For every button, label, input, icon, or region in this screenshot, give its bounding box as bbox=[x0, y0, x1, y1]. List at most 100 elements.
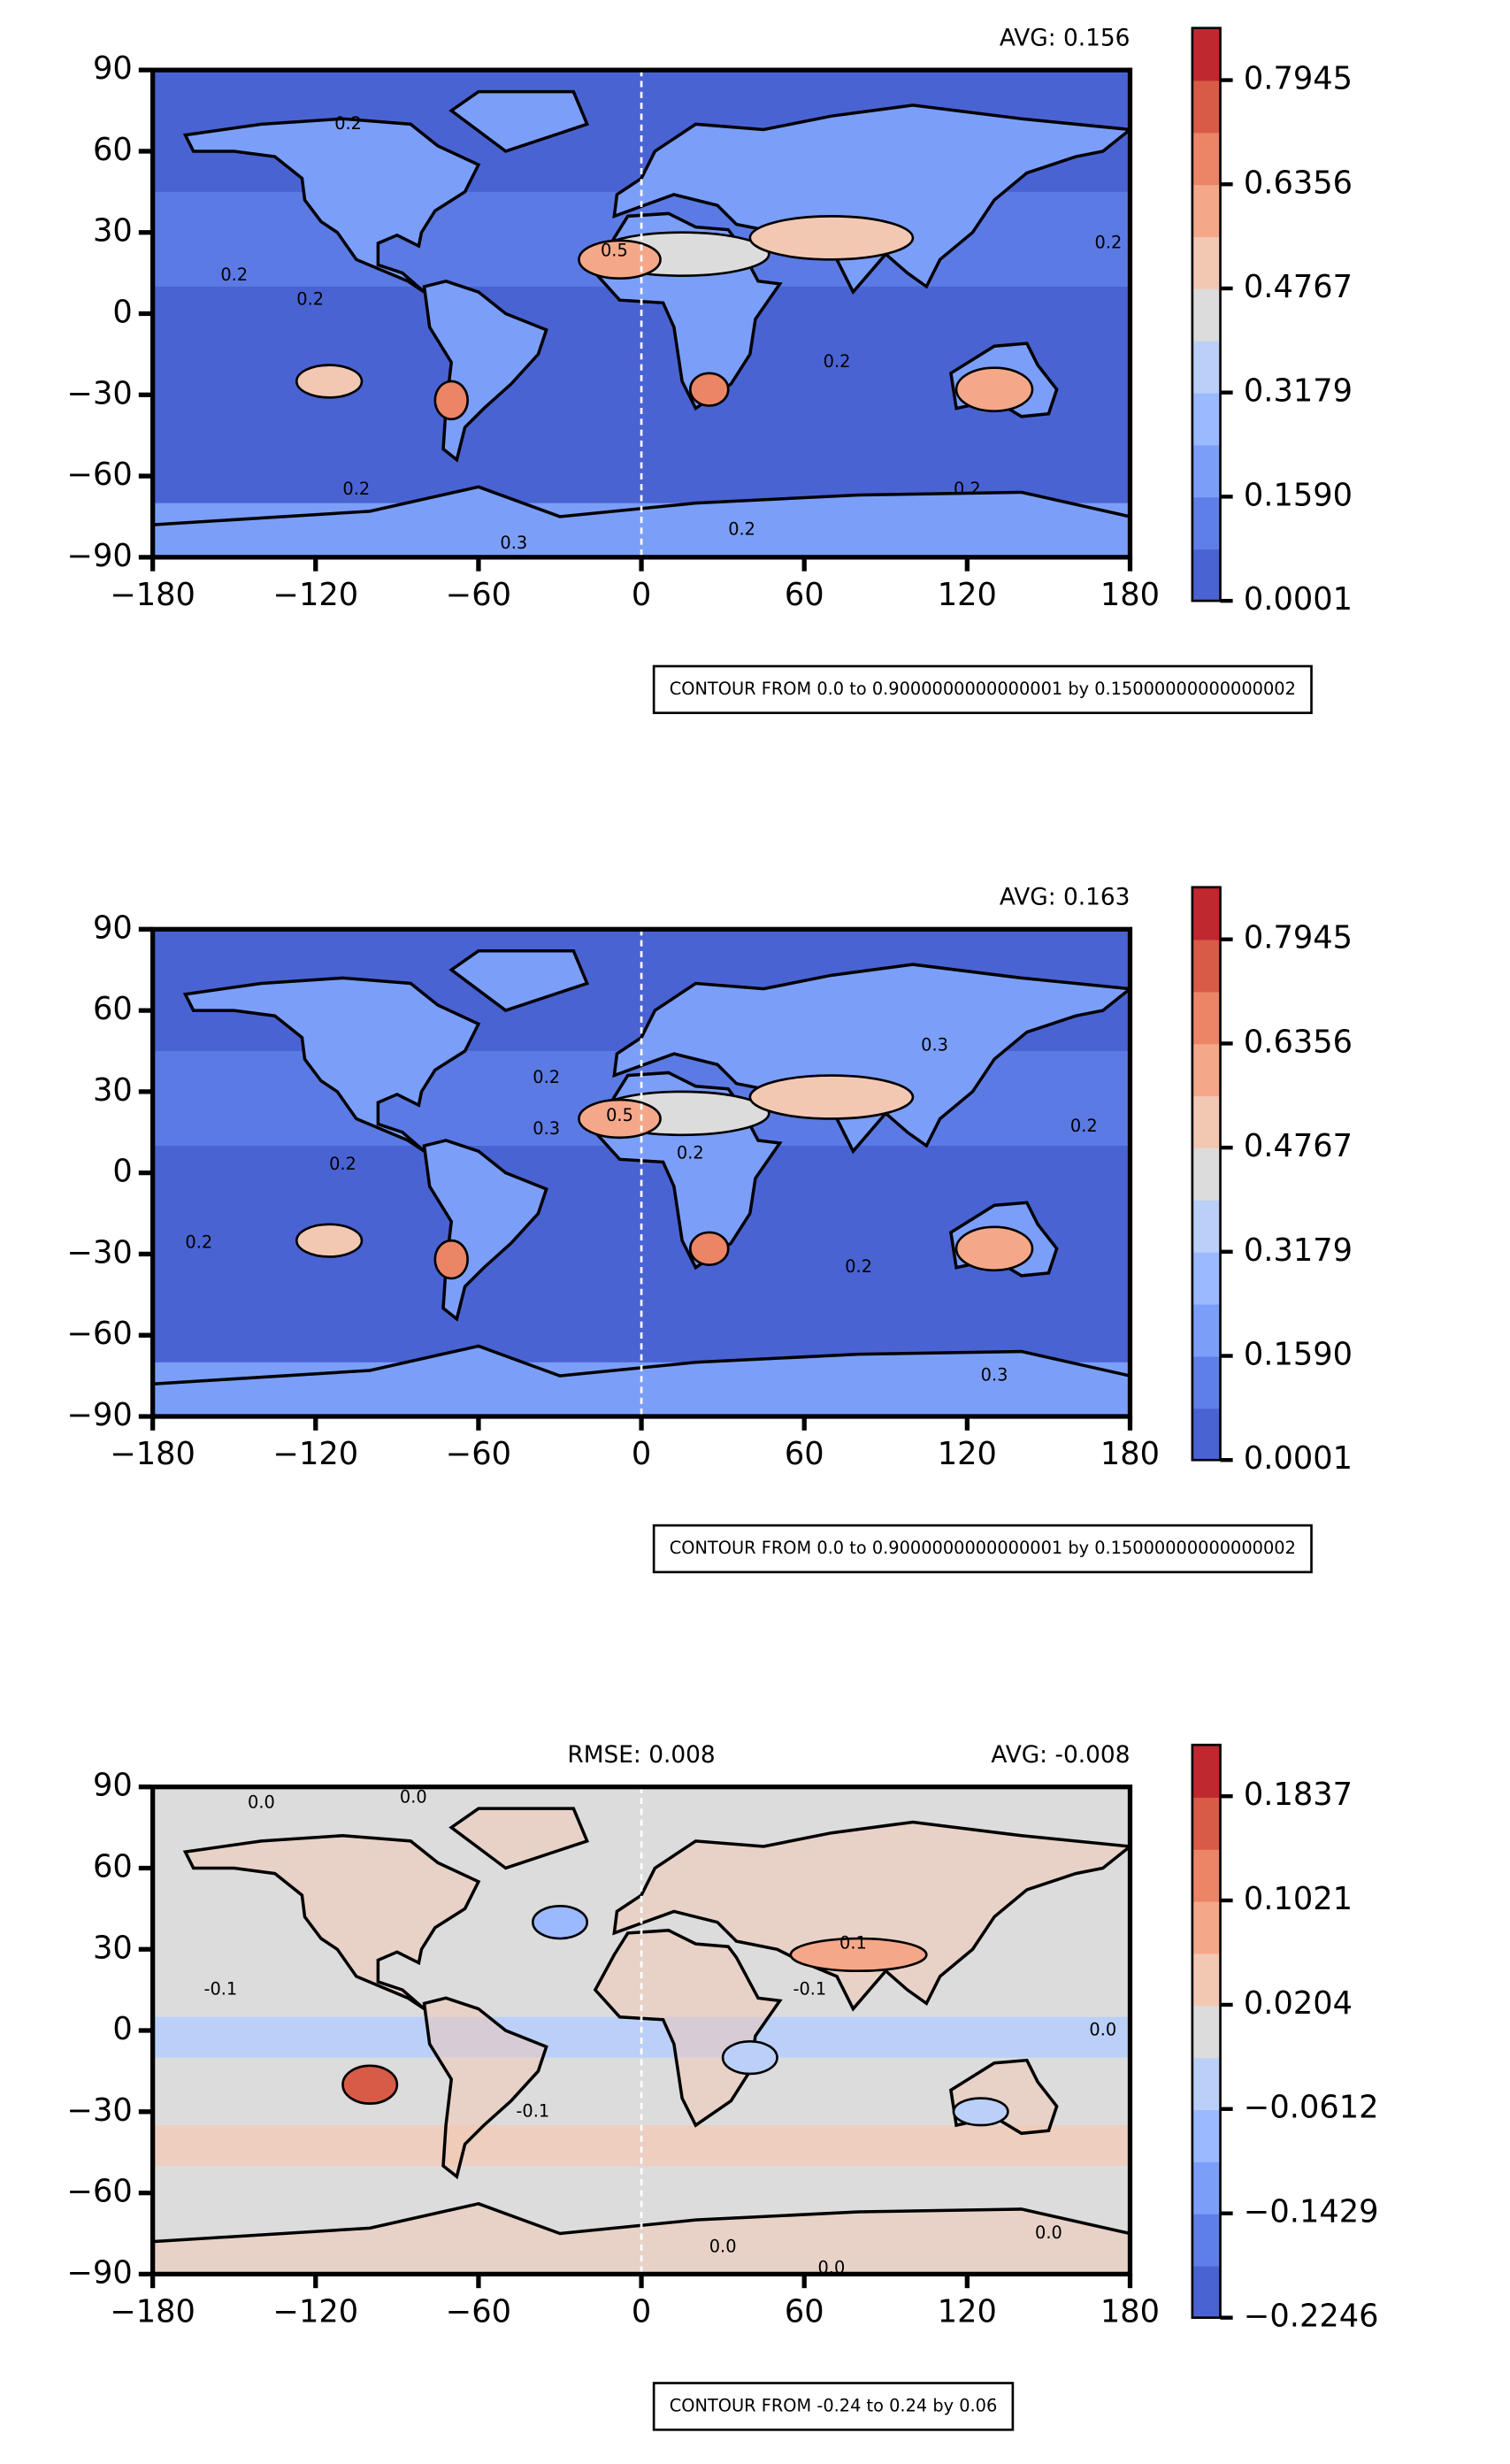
contour-label: 0.2 bbox=[1070, 1116, 1098, 1136]
x-tick-label: 0 bbox=[632, 1436, 651, 1472]
colorbar-tick-label: 0.7945 bbox=[1244, 61, 1353, 97]
colorbar-segment bbox=[1192, 549, 1221, 602]
x-tick-label: −120 bbox=[272, 2293, 358, 2330]
contour-label: 0.2 bbox=[728, 519, 755, 540]
map bbox=[152, 1786, 1131, 2275]
anomaly bbox=[789, 1937, 928, 1973]
land bbox=[422, 1996, 548, 2180]
contour-label: 0.5 bbox=[606, 1105, 633, 1125]
y-tick-label: 30 bbox=[93, 1930, 133, 1966]
colorbar-segment bbox=[1192, 1199, 1221, 1253]
contour-label: 0.2 bbox=[329, 1154, 356, 1174]
panel: 0.2 0.2 0.2 0.3 0.5 0.2 0.2 0.3 0.2 0.3 −180 −120 −6… bbox=[67, 885, 1353, 1574]
colorbar-frame bbox=[1191, 27, 1222, 603]
hotspot bbox=[433, 1239, 469, 1280]
land bbox=[448, 949, 590, 1013]
colorbar-segment bbox=[1192, 132, 1221, 186]
x-tick-label: 180 bbox=[1100, 1436, 1160, 1472]
colorbar-segment bbox=[1192, 236, 1221, 289]
colorbar-tick-label: 0.1590 bbox=[1244, 477, 1353, 513]
land bbox=[593, 1929, 783, 2128]
hotspot bbox=[295, 364, 364, 399]
contour-label: 0.0 bbox=[400, 1786, 427, 1807]
y-tick-label: 60 bbox=[93, 1848, 133, 1884]
colorbar-segment bbox=[1192, 1303, 1221, 1357]
colorbar-segment bbox=[1192, 1095, 1221, 1148]
avg-label: AVG: 0.163 bbox=[1000, 885, 1131, 911]
colorbar-segment bbox=[1192, 80, 1221, 134]
panel: 0.2 0.2 0.2 0.2 0.3 0.2 0.2 0.2 0.2 0.5 −180 −120 −6… bbox=[67, 25, 1353, 715]
colorbar-tick-label: 0.3179 bbox=[1244, 1232, 1353, 1269]
y-tick-label: −90 bbox=[67, 2254, 133, 2291]
land bbox=[448, 1807, 590, 1870]
hotspot bbox=[578, 239, 662, 280]
x-tick-label: 120 bbox=[938, 1436, 997, 1472]
x-tick-label: −180 bbox=[110, 2293, 195, 2330]
y-tick-label: 60 bbox=[93, 991, 133, 1027]
contour-label: 0.1 bbox=[839, 1933, 867, 1954]
y-tick-label: −30 bbox=[67, 375, 133, 411]
contour-label: 0.2 bbox=[1095, 232, 1123, 252]
avg-label: AVG: -0.008 bbox=[991, 1742, 1130, 1769]
colorbar-segment bbox=[1192, 2161, 1221, 2215]
colorbar-segment bbox=[1192, 1251, 1221, 1305]
colorbar-segment bbox=[1192, 991, 1221, 1045]
x-tick-label: 60 bbox=[785, 2293, 824, 2330]
colorbar-tick-label: −0.1429 bbox=[1244, 2194, 1379, 2230]
colorbar-segment bbox=[1192, 184, 1221, 237]
x-tick-label: −180 bbox=[110, 577, 195, 613]
y-tick-label: −60 bbox=[67, 1316, 133, 1352]
y-tick-label: 30 bbox=[93, 1072, 133, 1109]
contour-label: 0.2 bbox=[824, 351, 851, 372]
contour-label: 0.0 bbox=[248, 1792, 275, 1813]
colorbar-segment bbox=[1192, 392, 1221, 446]
colorbar-tick-label: 0.4767 bbox=[1244, 1128, 1353, 1164]
y-tick-label: 0 bbox=[112, 2011, 132, 2047]
hotspot bbox=[688, 372, 730, 407]
contour-label: 0.3 bbox=[533, 1118, 560, 1139]
rmse-label: RMSE: 0.008 bbox=[567, 1742, 715, 1769]
contour-label: 0.0 bbox=[1089, 2020, 1116, 2040]
colorbar-tick-label: 0.3179 bbox=[1244, 373, 1353, 410]
colorbar-tick-label: 0.7945 bbox=[1244, 920, 1353, 956]
contour-label: 0.2 bbox=[533, 1067, 560, 1087]
anomaly bbox=[952, 2097, 1009, 2127]
x-tick-label: 180 bbox=[1100, 577, 1160, 613]
colorbar-segment bbox=[1192, 2109, 1221, 2162]
avg-label: AVG: 0.156 bbox=[1000, 25, 1131, 51]
colorbar-tick-label: 0.0204 bbox=[1244, 1985, 1353, 2022]
anomaly bbox=[531, 1904, 589, 1940]
colorbar-segment bbox=[1192, 1408, 1221, 1462]
land bbox=[182, 1833, 481, 2011]
colorbar-tick-label: 0.1590 bbox=[1244, 1337, 1353, 1373]
hotspot bbox=[688, 1231, 730, 1266]
colorbar-segment bbox=[1192, 2213, 1221, 2267]
x-tick-label: −180 bbox=[110, 1436, 195, 1472]
y-tick-label: −30 bbox=[67, 2092, 133, 2129]
y-tick-label: 60 bbox=[93, 132, 133, 168]
hotspot bbox=[748, 1074, 915, 1120]
colorbar-segment bbox=[1192, 2265, 1221, 2319]
contour-label: 0.2 bbox=[845, 1256, 872, 1277]
colorbar-segment bbox=[1192, 2057, 1221, 2111]
x-tick-label: −60 bbox=[446, 2293, 511, 2330]
y-tick-label: −90 bbox=[67, 1397, 133, 1433]
colorbar-segment bbox=[1192, 1848, 1221, 1902]
colorbar-segment bbox=[1192, 1148, 1221, 1201]
x-tick-label: 120 bbox=[938, 2293, 997, 2330]
colorbar-segment bbox=[1192, 288, 1221, 342]
colorbar-tick-label: 0.1837 bbox=[1244, 1777, 1353, 1813]
y-tick-label: 90 bbox=[93, 910, 133, 946]
note-box bbox=[652, 2382, 1015, 2431]
y-tick-label: 0 bbox=[112, 295, 132, 331]
colorbar-segment bbox=[1192, 496, 1221, 550]
x-tick-label: 180 bbox=[1100, 2293, 1160, 2330]
colorbar-segment bbox=[1192, 1043, 1221, 1097]
map bbox=[152, 70, 1131, 557]
x-tick-label: −60 bbox=[446, 1436, 511, 1472]
colorbar-tick-label: 0.6356 bbox=[1244, 1024, 1353, 1060]
note-text: CONTOUR FROM 0.0 to 0.9000000000000001 b… bbox=[670, 1538, 1296, 1558]
colorbar-segment bbox=[1192, 444, 1221, 498]
